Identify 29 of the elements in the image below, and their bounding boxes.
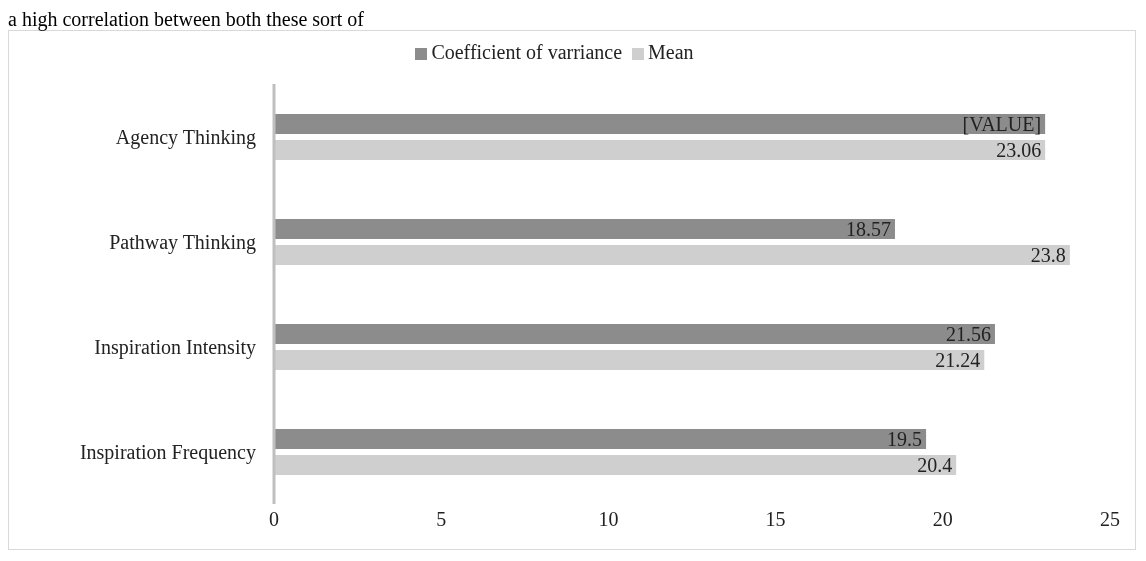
y-tick-label: Pathway Thinking bbox=[109, 230, 256, 254]
bar bbox=[274, 324, 995, 344]
data-label: 23.06 bbox=[996, 139, 1042, 161]
bar bbox=[274, 219, 895, 239]
x-tick-label: 20 bbox=[932, 508, 953, 531]
bar bbox=[274, 245, 1070, 265]
bar bbox=[274, 350, 985, 370]
bar bbox=[274, 114, 1046, 134]
y-tick-label: Inspiration Frequency bbox=[79, 440, 256, 464]
x-tick-label: 25 bbox=[1100, 508, 1120, 531]
y-tick-label: Agency Thinking bbox=[115, 125, 256, 149]
x-tick-label: 15 bbox=[765, 508, 786, 531]
text: a high correlation between both these sort of bbox=[8, 8, 365, 30]
x-tick-label: 10 bbox=[598, 508, 619, 531]
data-label: 21.24 bbox=[935, 349, 981, 371]
y-tick-label: Inspiration Intensity bbox=[94, 335, 256, 359]
data-label: 18.57 bbox=[845, 218, 891, 240]
legend-label: Coefficient of varriance bbox=[431, 41, 623, 63]
legend-label: Mean bbox=[648, 41, 694, 63]
x-tick-label: 5 bbox=[436, 508, 447, 531]
data-label: 20.4 bbox=[917, 454, 953, 476]
data-label: 21.56 bbox=[945, 323, 991, 345]
data-label: 23.8 bbox=[1030, 244, 1066, 266]
bar bbox=[274, 455, 957, 475]
x-tick-label: 0 bbox=[269, 508, 279, 531]
data-label: 19.5 bbox=[887, 428, 923, 450]
bar bbox=[274, 140, 1046, 160]
bar bbox=[274, 429, 927, 449]
data-label: [VALUE] bbox=[962, 113, 1042, 135]
